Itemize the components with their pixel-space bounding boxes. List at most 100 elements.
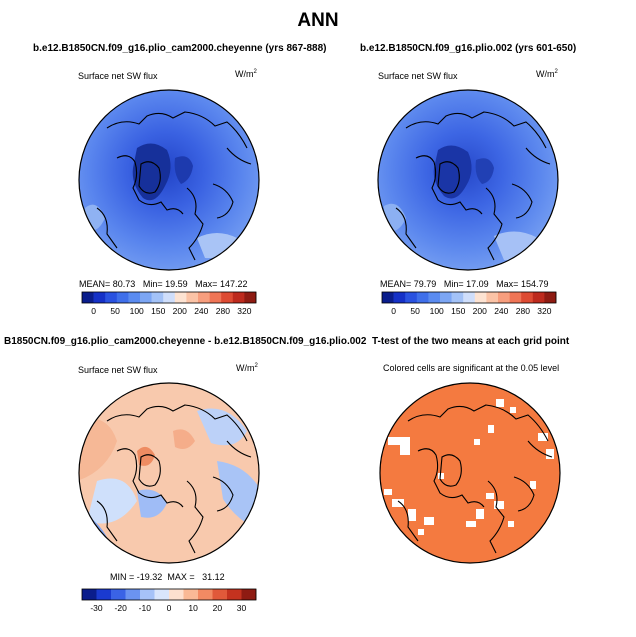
colorbar-border (381, 291, 557, 304)
panel2-min-region (433, 145, 472, 199)
colorbar-swatch (198, 589, 213, 600)
colorbar-tick-label: 100 (130, 306, 144, 316)
panel1-title: b.e12.B1850CN.f09_g16.plio_cam2000.cheye… (33, 43, 327, 54)
panel3-max-label: MAX = (167, 572, 195, 582)
panel1-stats: MEAN= 80.73 Min= 19.59 Max= 147.22 (79, 279, 247, 289)
panel2-min-value: 17.09 (466, 279, 489, 289)
nonsig-cell (496, 399, 504, 407)
colorbar-swatch (486, 292, 499, 303)
panel3-positive-region-2 (173, 429, 195, 449)
colorbar-swatch (440, 292, 452, 303)
colorbar-swatch (116, 292, 129, 303)
colorbar-swatch (111, 589, 126, 600)
panel3-subtitle: Surface net SW flux (78, 365, 158, 375)
nonsig-cell (474, 439, 480, 445)
panel3-coastlines (96, 404, 252, 554)
colorbar-tick-label: 20 (213, 603, 223, 613)
panel1-min-label: Min= (142, 279, 163, 289)
colorbar-swatch (186, 292, 199, 303)
colorbar-tick-label: -30 (90, 603, 103, 613)
nonsig-cell (546, 449, 554, 459)
colorbar-swatch (416, 292, 429, 303)
colorbar-swatch (227, 589, 242, 600)
colorbar-swatch (212, 589, 228, 600)
nonsig-cell (530, 481, 536, 489)
nonsig-cell (408, 509, 416, 521)
panel2-mean-label: MEAN= (380, 279, 412, 289)
panel3-negative-region (87, 478, 137, 524)
colorbar-swatch (209, 292, 222, 303)
panel3-stats: MIN = -19.32 MAX = 31.12 (110, 572, 225, 582)
colorbar-tick-label: 0 (91, 306, 96, 316)
panel2-min-label: Min= (443, 279, 464, 289)
nonsig-cell (400, 445, 410, 455)
colorbar-tick-label: 150 (151, 306, 165, 316)
colorbar-swatch (221, 292, 234, 303)
colorbar-tick-label: 280 (216, 306, 230, 316)
colorbar-swatch (244, 292, 257, 303)
colorbar-tick-label: 240 (494, 306, 508, 316)
colorbar-swatch (125, 589, 141, 600)
colorbar-swatch (93, 292, 106, 303)
panel1-coastlines (96, 111, 252, 261)
colorbar-swatch (154, 589, 170, 600)
panel1-map-border (78, 89, 260, 271)
panel1-colorbar: 0 50 100 150 200 240 280 320 (81, 291, 257, 316)
colorbar-tick-label: 100 (430, 306, 444, 316)
nonsig-cell (538, 433, 548, 441)
panel2-polar-map (377, 89, 559, 271)
colorbar-tick-label: 200 (473, 306, 487, 316)
colorbar-border (81, 588, 257, 601)
nonsig-cell (508, 521, 514, 527)
nonsig-cell (418, 529, 424, 535)
colorbar-tick-label: 320 (237, 306, 251, 316)
panel4-title: T-test of the two means at each grid poi… (372, 336, 570, 347)
nonsig-cell (392, 499, 404, 507)
colorbar-swatch (174, 292, 187, 303)
panel1-mean-label: MEAN= (79, 279, 111, 289)
colorbar-swatch (509, 292, 522, 303)
nonsig-cell (424, 517, 434, 525)
panel1-polar-map (78, 89, 260, 271)
colorbar-tick-label: 280 (516, 306, 530, 316)
panel1-low-region (174, 156, 193, 184)
colorbar-swatch (451, 292, 464, 303)
colorbar-swatch (140, 589, 155, 600)
panel4-subtitle: Colored cells are significant at the 0.0… (383, 363, 560, 373)
colorbar-tick-label: 150 (451, 306, 465, 316)
panel3-min-value: -19.32 (136, 572, 163, 582)
panel4-polar-map (379, 382, 561, 564)
nonsig-cell (510, 407, 516, 413)
colorbar-swatch (140, 292, 152, 303)
panel4-significant-area (380, 383, 560, 563)
nonsig-cell (384, 489, 392, 495)
panel2-stats: MEAN= 79.79 Min= 17.09 Max= 154.79 (380, 279, 548, 289)
panel1-min-value: 19.59 (165, 279, 188, 289)
colorbar-tick-label: 10 (188, 603, 198, 613)
nonsig-cell (488, 425, 494, 433)
colorbar-swatch (128, 292, 141, 303)
main-title: ANN (297, 10, 339, 31)
panel3-colorbar: -30 -20 -10 0 10 20 30 (81, 588, 257, 613)
panel3-units: W/m2 (236, 363, 258, 373)
colorbar-swatch (82, 589, 97, 600)
colorbar-tick-label: -10 (139, 603, 152, 613)
panel2-max-value: 154.79 (520, 279, 549, 289)
colorbar-tick-label: 320 (537, 306, 551, 316)
colorbar-swatch (183, 589, 199, 600)
colorbar-tick-label: 0 (391, 306, 396, 316)
colorbar-swatch (169, 589, 184, 600)
colorbar-tick-label: 50 (410, 306, 420, 316)
panel4-coastlines (397, 404, 553, 554)
panel1-high-region (197, 233, 237, 259)
panel3-polar-map (78, 382, 260, 564)
panel2-max-label: Max= (496, 279, 519, 289)
nonsig-cell (486, 493, 494, 499)
panel3-negative-region-4 (197, 408, 247, 446)
panel2-title: b.e12.B1850CN.f09_g16.plio.002 (yrs 601-… (360, 43, 577, 54)
colorbar-tick-label: 0 (167, 603, 172, 613)
panel3-title: B1850CN.f09_g16.plio_cam2000.cheyenne - … (4, 336, 367, 347)
panel1-subtitle: Surface net SW flux (78, 71, 158, 81)
nonsig-cell (388, 437, 410, 445)
colorbar-swatch (163, 292, 176, 303)
